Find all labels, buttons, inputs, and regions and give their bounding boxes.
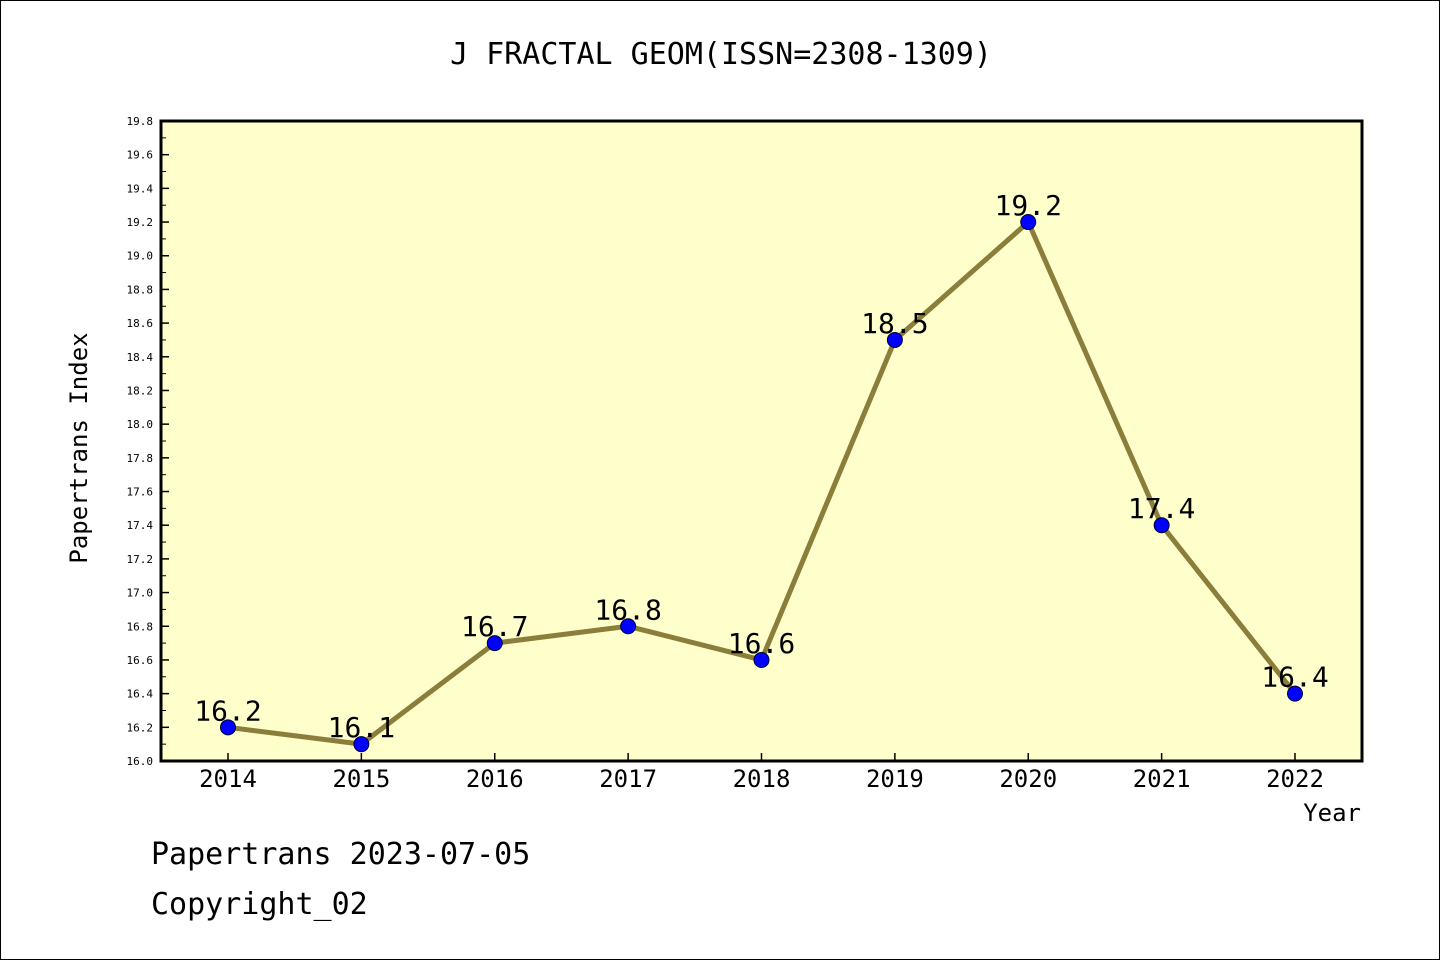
y-tick-label: 19.0 [127, 250, 154, 263]
x-tick-label: 2022 [1266, 765, 1324, 793]
x-tick-label: 2017 [599, 765, 657, 793]
y-tick-label: 18.8 [127, 283, 154, 296]
data-point [220, 719, 236, 736]
y-tick-label: 17.0 [127, 587, 154, 600]
footer-date: Papertrans 2023-07-05 [151, 837, 531, 872]
x-tick-label: 2020 [999, 765, 1057, 793]
y-tick-label: 16.4 [127, 688, 154, 701]
y-tick-label: 18.4 [127, 351, 154, 364]
data-label: 19.2 [995, 189, 1062, 222]
y-tick-label: 17.6 [127, 486, 154, 499]
y-tick-label: 18.2 [127, 384, 154, 397]
y-tick-label: 16.0 [127, 755, 154, 768]
y-axis-ticks: 16.0 16.2 16.4 16.6 16.8 17.0 17.2 17.4 17.6 17.8… [127, 115, 169, 768]
data-point [1287, 685, 1303, 702]
x-tick-label: 2014 [199, 765, 257, 793]
x-axis-ticks: 2014 2015 2016 2017 2018 2019 2020 2021 2022 [199, 753, 1324, 793]
x-tick-label: 2016 [466, 765, 524, 793]
x-tick-label: 2018 [733, 765, 791, 793]
y-axis-label: Papertrans Index [65, 332, 93, 563]
data-point [486, 635, 503, 652]
data-point [620, 618, 637, 635]
data-point [353, 736, 370, 753]
data-point [886, 331, 903, 348]
y-tick-label: 17.8 [127, 452, 154, 465]
y-tick-label: 18.0 [127, 418, 154, 431]
x-axis-label: Year [1303, 799, 1361, 827]
y-tick-label: 18.6 [127, 317, 154, 330]
y-tick-label: 17.2 [127, 553, 154, 566]
data-label: 16.1 [328, 711, 395, 744]
data-label: 17.4 [1128, 492, 1195, 525]
y-tick-label: 16.6 [127, 654, 154, 667]
y-tick-label: 19.6 [127, 149, 154, 162]
data-point [1020, 214, 1037, 231]
data-label: 16.8 [594, 593, 661, 626]
y-tick-label: 17.4 [127, 519, 154, 532]
y-tick-label: 19.2 [127, 216, 154, 229]
x-tick-label: 2015 [332, 765, 390, 793]
footer-copyright: Copyright_02 [151, 887, 368, 922]
x-tick-label: 2021 [1133, 765, 1191, 793]
chart-title: J FRACTAL GEOM(ISSN=2308-1309) [450, 37, 992, 72]
y-tick-label: 19.8 [127, 115, 154, 128]
data-points [220, 214, 1303, 753]
data-label: 16.6 [728, 627, 795, 660]
data-point [753, 651, 770, 668]
y-tick-label: 16.8 [127, 620, 154, 633]
data-label: 16.4 [1261, 661, 1328, 694]
y-tick-label: 16.2 [127, 721, 154, 734]
data-label: 16.7 [461, 610, 528, 643]
data-point [1153, 517, 1170, 534]
y-tick-label: 19.4 [127, 182, 154, 195]
x-tick-label: 2019 [866, 765, 924, 793]
data-label: 16.2 [194, 694, 261, 727]
data-labels: 16.2 16.1 16.7 16.8 16.6 18.5 19.2 17.4 16.4 [194, 189, 1328, 744]
data-label: 18.5 [861, 307, 928, 340]
